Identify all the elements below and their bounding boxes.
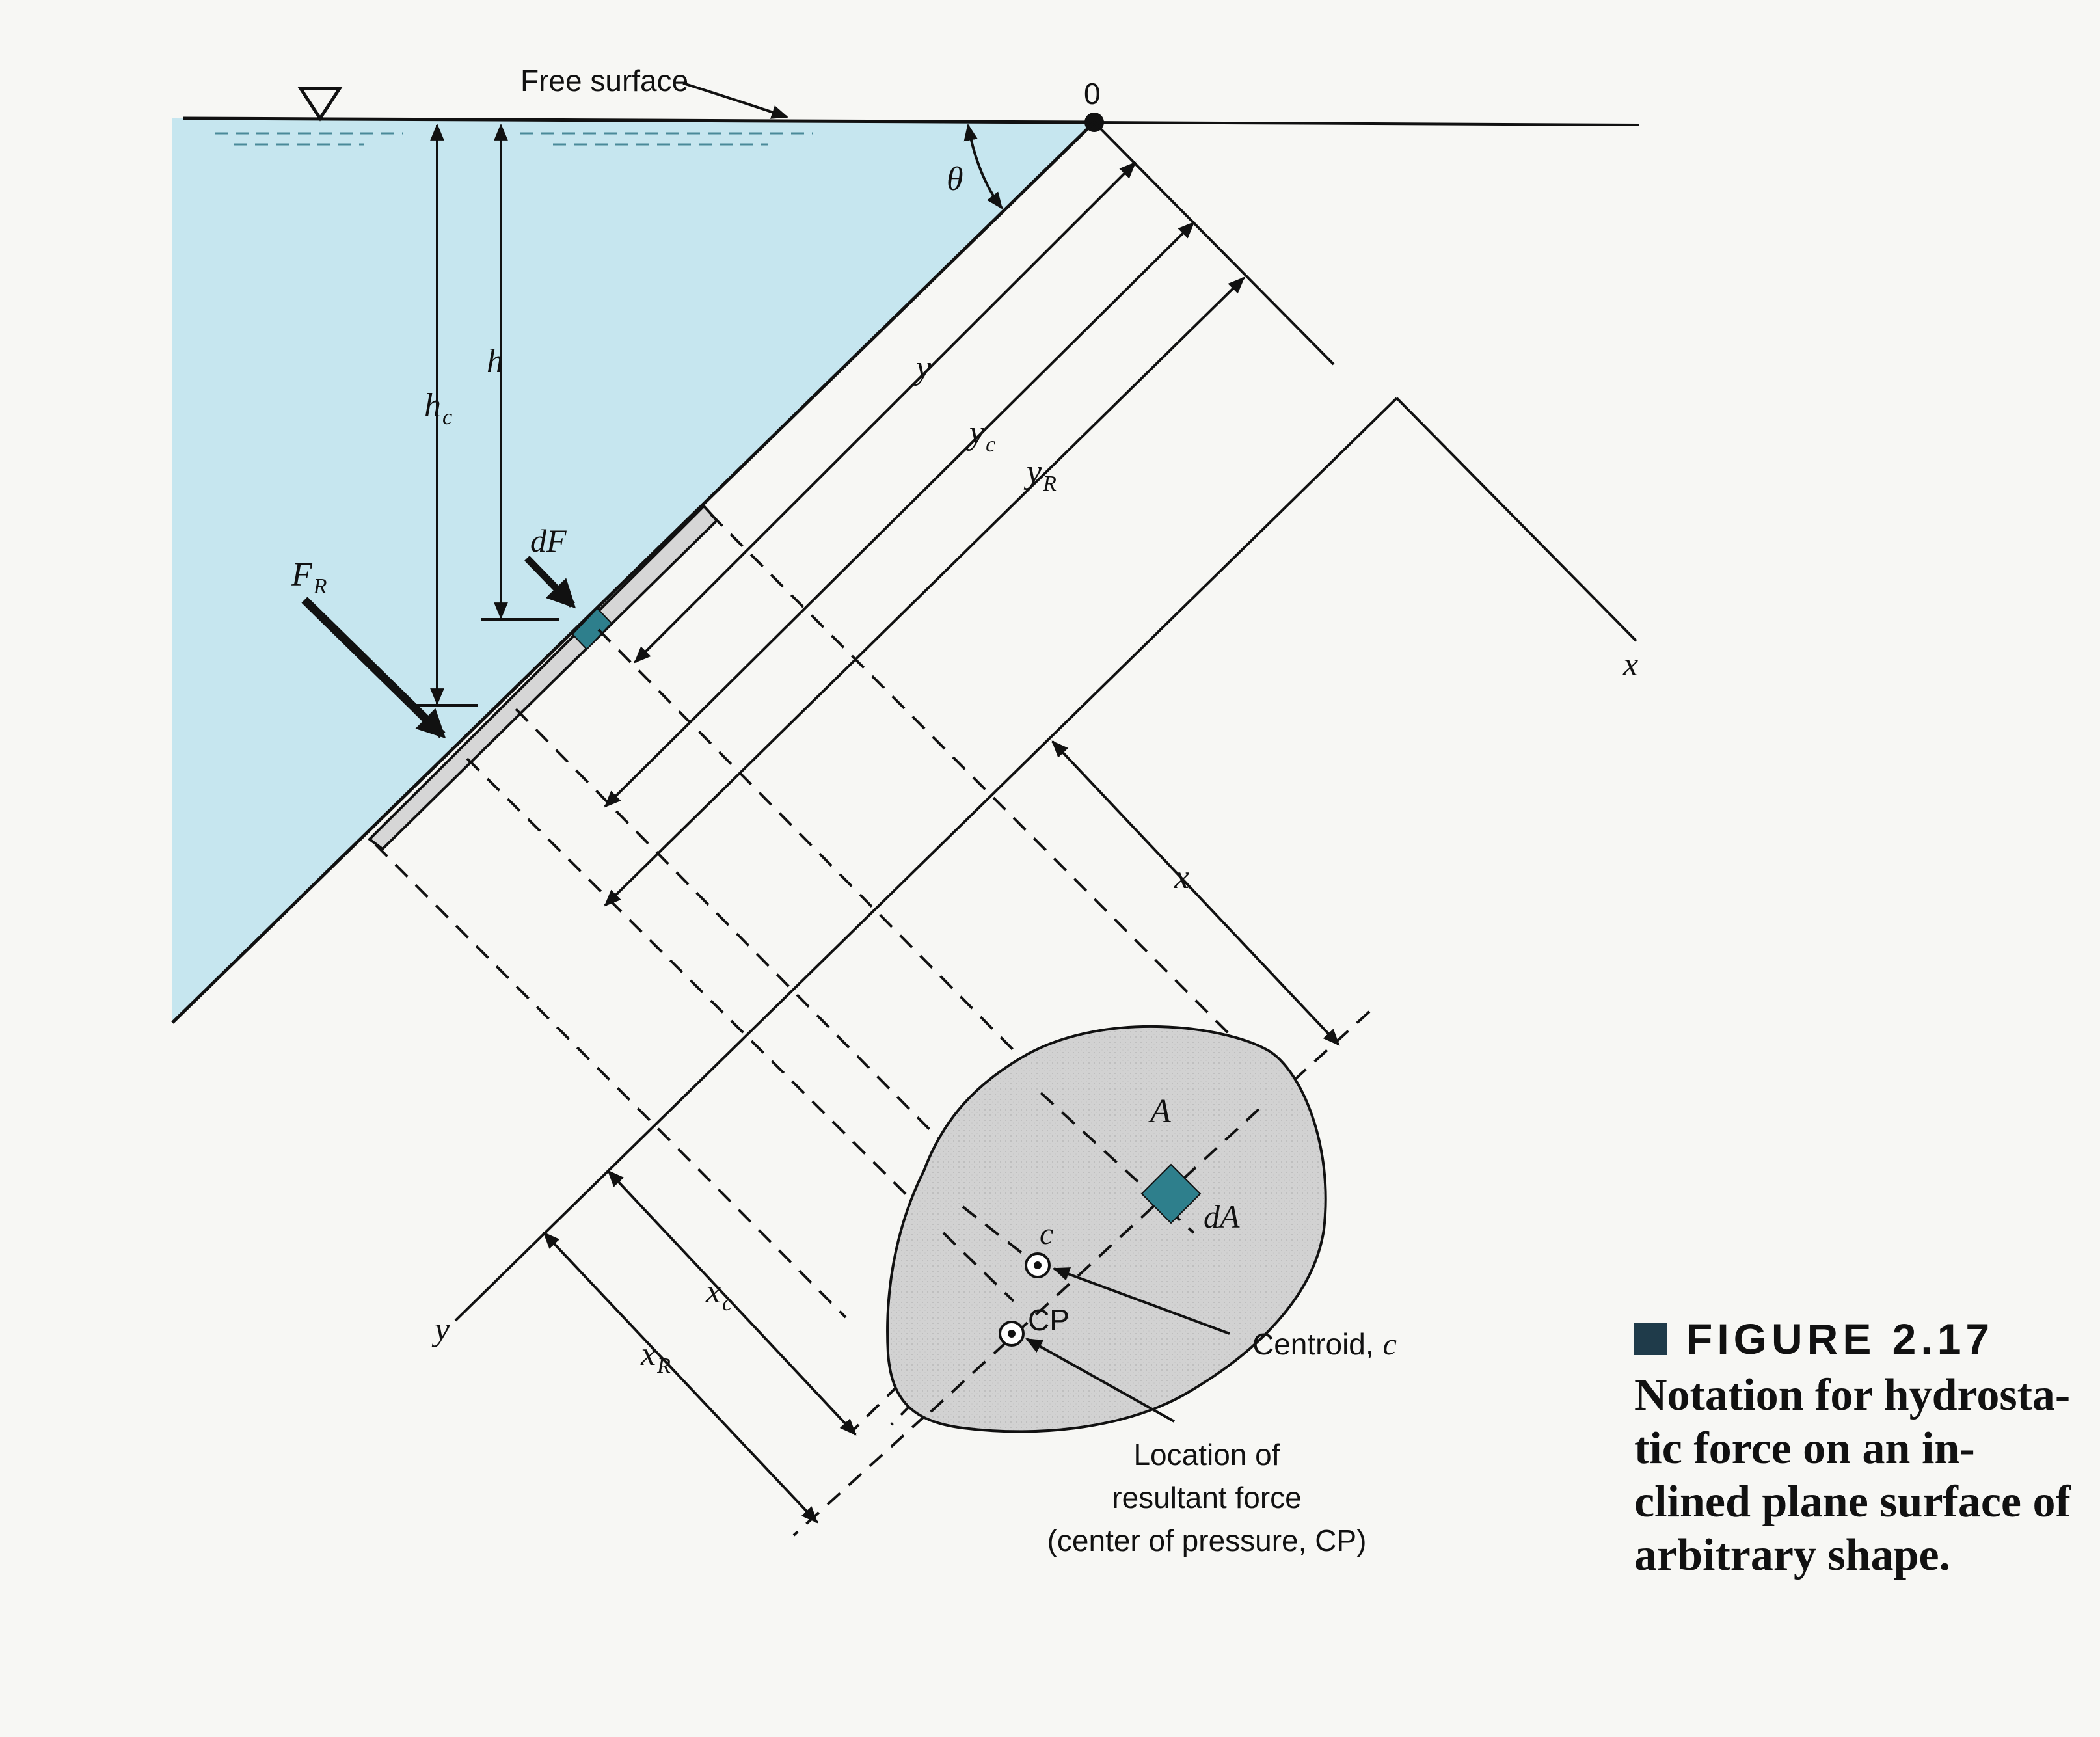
- dA-element: [1140, 1163, 1202, 1224]
- centroid-callout: Centroid, c: [1252, 1327, 1397, 1362]
- free-surface-leader: [682, 82, 789, 119]
- figure-caption-heading: FIGURE 2.17: [1634, 1314, 2090, 1364]
- caption-square-icon: [1634, 1323, 1667, 1355]
- dA-label: dA: [1204, 1198, 1240, 1235]
- xc-label: xc: [705, 1273, 732, 1315]
- free-surface-line: [183, 116, 1095, 124]
- FR-arrow: [301, 597, 446, 739]
- figure-caption-text: Notation for hydrosta- tic force on an i…: [1634, 1369, 2090, 1582]
- caption-line-2: tic force on an in-: [1634, 1423, 1975, 1474]
- hc-label: hc: [424, 387, 452, 429]
- x-dimensions: [543, 1170, 857, 1524]
- location-callout-line-1: Location of: [1133, 1438, 1280, 1472]
- CP-label: CP: [1028, 1303, 1070, 1337]
- location-callout-line-3: (center of pressure, CP): [1047, 1524, 1367, 1557]
- caption-line-3: clined plane surface of: [1634, 1477, 2071, 1527]
- dF-arrow: [524, 556, 576, 609]
- xR-label: xR: [640, 1336, 671, 1378]
- caption-line-1: Notation for hydrosta-: [1634, 1370, 2071, 1420]
- dF-label: dF: [530, 522, 567, 559]
- A-label: A: [1148, 1093, 1171, 1130]
- FR-label: FR: [291, 556, 327, 599]
- origin-label: 0: [1084, 77, 1101, 111]
- x-axis-label: x: [1622, 646, 1638, 683]
- c-label: c: [1040, 1217, 1053, 1251]
- area-A-shape: [886, 1025, 1327, 1433]
- horizontal-reference-line: [1094, 121, 1640, 126]
- yc-label: yc: [966, 414, 995, 457]
- figure-number: FIGURE 2.17: [1686, 1315, 1995, 1363]
- x-dimension: [1051, 740, 1340, 1046]
- free-surface-label: Free surface: [520, 64, 688, 98]
- y-dimensions: [604, 161, 1245, 907]
- y-axis-label: y: [431, 1311, 450, 1348]
- x-dim-label: x: [1174, 859, 1189, 896]
- centroid-marker-dot: [1034, 1261, 1042, 1269]
- figure-caption: FIGURE 2.17 Notation for hydrosta- tic f…: [1634, 1314, 2090, 1582]
- yR-label: yR: [1023, 453, 1057, 496]
- y-label: y: [913, 349, 932, 386]
- location-callout-line-2: resultant force: [1112, 1481, 1301, 1515]
- surface-ripples: [215, 132, 813, 146]
- depth-dimensions: [416, 123, 559, 707]
- caption-line-4: arbitrary shape.: [1634, 1530, 1951, 1580]
- h-label: h: [487, 343, 504, 380]
- free-surface-triangle-icon: [297, 87, 343, 122]
- theta-label: θ: [947, 161, 963, 198]
- callout-leaders: [1025, 1267, 1230, 1423]
- cp-marker-dot: [1008, 1330, 1016, 1338]
